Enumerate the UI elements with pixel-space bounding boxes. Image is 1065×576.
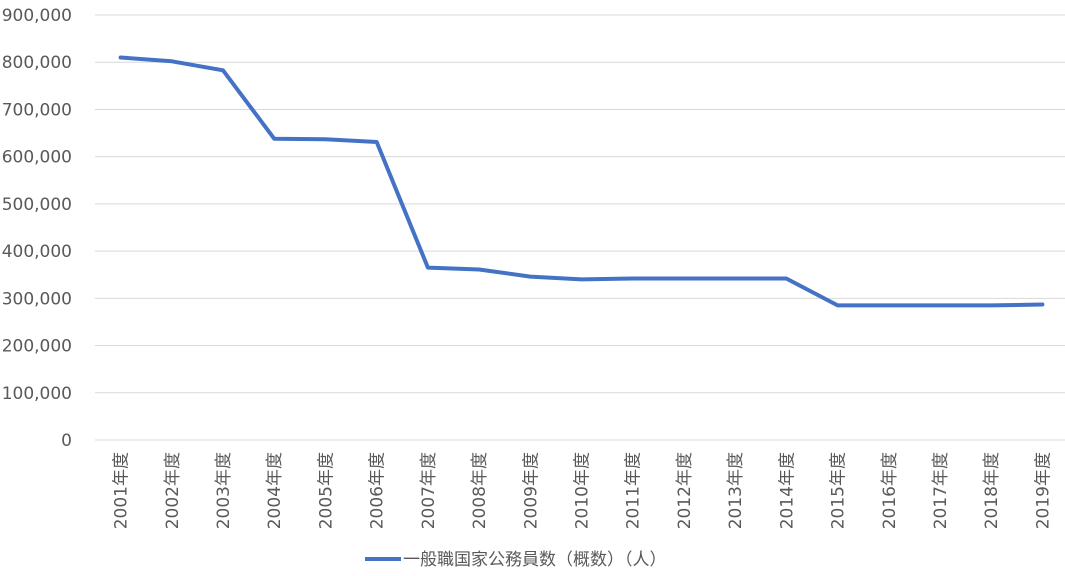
x-tick-label: 2015年度 [829, 452, 849, 529]
x-tick-label: 2005年度 [316, 452, 336, 529]
y-tick-label: 900,000 [2, 6, 72, 26]
x-tick-label: 2011年度 [624, 452, 644, 529]
series-line [118, 55, 1045, 308]
y-tick-label: 500,000 [2, 195, 72, 215]
y-tick-label: 400,000 [2, 242, 72, 262]
x-tick-label: 2002年度 [163, 452, 183, 529]
x-tick-label: 2014年度 [777, 452, 797, 529]
legend-label: 一般職国家公務員数（概数）（人） [403, 550, 667, 570]
x-tick-label: 2019年度 [1033, 452, 1053, 529]
gridlines [95, 14, 1065, 441]
x-tick-label: 2008年度 [470, 452, 490, 529]
x-tick-label: 2017年度 [931, 452, 951, 529]
legend: 一般職国家公務員数（概数）（人） [365, 550, 667, 570]
x-tick-label: 2007年度 [419, 452, 439, 529]
x-tick-label: 2009年度 [521, 452, 541, 529]
x-axis-tick-labels: 2001年度 2002年度 2003年度 2004年度 2005年度 2006年度 2007… [112, 452, 1054, 529]
x-tick-label: 2016年度 [880, 452, 900, 529]
x-tick-label: 2013年度 [726, 452, 746, 529]
x-tick-label: 2012年度 [675, 452, 695, 529]
x-tick-label: 2006年度 [368, 452, 388, 529]
x-tick-label: 2010年度 [573, 452, 593, 529]
y-tick-label: 300,000 [2, 289, 72, 309]
y-tick-label: 0 [61, 431, 72, 451]
y-tick-label: 600,000 [2, 148, 72, 168]
x-tick-label: 2004年度 [265, 452, 285, 529]
y-axis-tick-labels: 0 100,000 200,000 300,000 400,000 500,000 600,… [2, 6, 72, 451]
x-tick-label: 2001年度 [112, 452, 132, 529]
series-layer [118, 55, 1045, 308]
x-tick-label: 2018年度 [982, 452, 1002, 529]
y-tick-label: 800,000 [2, 53, 72, 73]
y-tick-label: 700,000 [2, 100, 72, 120]
y-tick-label: 200,000 [2, 337, 72, 357]
y-tick-label: 100,000 [2, 384, 72, 404]
x-tick-label: 2003年度 [214, 452, 234, 529]
